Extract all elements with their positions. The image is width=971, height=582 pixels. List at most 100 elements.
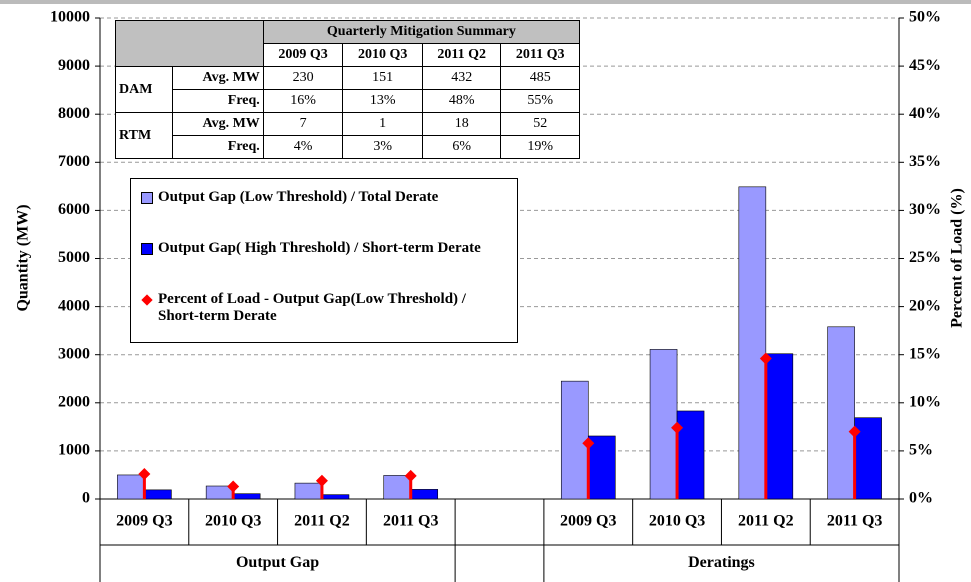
- row-metric: Freq.: [172, 135, 264, 159]
- legend-label: Output Gap (Low Threshold) / Total Derat…: [158, 189, 439, 205]
- marker: [404, 469, 417, 482]
- bar: [410, 489, 439, 500]
- table-cell: 151: [342, 66, 423, 90]
- table-cell: 52: [500, 112, 580, 136]
- table-cell: 4%: [262, 135, 344, 159]
- table-cell: 3%: [342, 135, 423, 159]
- row-group: DAM: [114, 66, 174, 113]
- legend-marker: [141, 294, 153, 306]
- table-cell: 7: [262, 112, 344, 136]
- bar: [321, 494, 350, 500]
- table-cell: 1: [342, 112, 423, 136]
- legend-swatch: [141, 192, 153, 204]
- bar: [676, 410, 705, 500]
- y-tick-label: 4000: [58, 297, 90, 314]
- table-row: RTM Avg. MW 7 1 18 52: [114, 112, 580, 159]
- marker: [227, 480, 240, 493]
- bar: [560, 380, 589, 500]
- row-metric: Avg. MW: [172, 112, 264, 136]
- y-tick-label: 9000: [58, 57, 90, 74]
- column-header: 2011 Q3: [500, 43, 580, 67]
- column-header: 2009 Q3: [262, 43, 344, 67]
- table-cell: 18: [421, 112, 502, 136]
- y2-axis-title: Percent of Load (%): [949, 188, 966, 328]
- bar: [144, 489, 172, 500]
- legend-swatch: [141, 243, 153, 255]
- marker: [138, 467, 151, 480]
- bar: [383, 475, 412, 500]
- group-label: Output Gap: [236, 554, 319, 571]
- y2-tick-label: 15%: [909, 345, 941, 362]
- table-title: Quarterly Mitigation Summary: [262, 20, 581, 44]
- table-cell: 432: [421, 66, 502, 90]
- x-tick-label: 2010 Q3: [205, 513, 261, 530]
- legend-item: Output Gap (Low Threshold) / Total Derat…: [139, 189, 509, 206]
- row-metric: Avg. MW: [172, 66, 264, 90]
- marker: [759, 352, 772, 365]
- marker: [848, 425, 861, 438]
- x-tick-label: 2011 Q2: [294, 513, 350, 530]
- y2-tick-label: 35%: [909, 153, 941, 170]
- column-header: 2010 Q3: [342, 43, 423, 67]
- y2-tick-label: 25%: [909, 249, 941, 266]
- legend-item: Percent of Load - Output Gap(Low Thresho…: [139, 291, 509, 325]
- y-tick-label: 0: [82, 490, 90, 507]
- row-metric: Freq.: [172, 89, 264, 113]
- bar: [649, 349, 678, 500]
- table-cell: 6%: [421, 135, 502, 159]
- y-axis-title: Quantity (MW): [15, 204, 32, 311]
- y2-tick-label: 20%: [909, 297, 941, 314]
- y2-tick-label: 5%: [909, 442, 933, 459]
- table-row: Freq. 16% 13% 48% 55%: [116, 89, 580, 113]
- x-tick-label: 2011 Q2: [738, 513, 794, 530]
- bar: [738, 186, 767, 500]
- x-tick-label: 2011 Q3: [827, 513, 883, 530]
- y-tick-label: 5000: [58, 249, 90, 266]
- marker: [671, 421, 684, 434]
- table-cell: 16%: [262, 89, 344, 113]
- x-tick-label: 2010 Q3: [649, 513, 705, 530]
- y2-tick-label: 0%: [909, 490, 933, 507]
- y2-tick-label: 45%: [909, 57, 941, 74]
- table-cell: 19%: [500, 135, 580, 159]
- table-corner: [115, 20, 264, 67]
- table-cell: 48%: [421, 89, 502, 113]
- y-tick-label: 7000: [58, 153, 90, 170]
- y2-tick-label: 40%: [909, 105, 941, 122]
- bar: [765, 353, 794, 500]
- marker: [582, 437, 595, 450]
- marker: [315, 474, 328, 487]
- y-tick-label: 6000: [58, 201, 90, 218]
- legend-item: Output Gap( High Threshold) / Short-term…: [139, 240, 509, 257]
- table-cell: 230: [262, 66, 344, 90]
- legend-label: Percent of Load - Output Gap(Low Thresho…: [158, 291, 466, 324]
- y-tick-label: 8000: [58, 105, 90, 122]
- table-cell: 13%: [342, 89, 423, 113]
- bar: [117, 474, 145, 500]
- y2-tick-label: 10%: [909, 393, 941, 410]
- y2-tick-label: 30%: [909, 201, 941, 218]
- x-tick-label: 2011 Q3: [383, 513, 439, 530]
- top-strip: [0, 0, 971, 4]
- y-tick-label: 1000: [58, 442, 90, 459]
- row-group: RTM: [114, 112, 174, 159]
- bar: [294, 482, 323, 500]
- y-tick-label: 3000: [58, 345, 90, 362]
- group-label: Deratings: [688, 554, 755, 571]
- column-header: 2011 Q2: [421, 43, 502, 67]
- summary-table: Quarterly Mitigation Summary 2009 Q3 2010…: [114, 20, 581, 159]
- table-row: DAM Avg. MW 230 151 432 485: [114, 66, 580, 113]
- table-cell: 485: [500, 66, 580, 90]
- bar: [232, 493, 261, 500]
- legend: Output Gap (Low Threshold) / Total Derat…: [130, 178, 518, 343]
- x-tick-label: 2009 Q3: [116, 513, 172, 530]
- y-tick-label: 2000: [58, 393, 90, 410]
- legend-label: Output Gap( High Threshold) / Short-term…: [158, 240, 481, 256]
- table-row: Freq. 4% 3% 6% 19%: [116, 135, 580, 159]
- table-cell: 55%: [500, 89, 580, 113]
- x-tick-label: 2009 Q3: [560, 513, 616, 530]
- bar: [587, 435, 616, 500]
- y-tick-label: 10000: [50, 9, 90, 26]
- bar: [827, 326, 855, 500]
